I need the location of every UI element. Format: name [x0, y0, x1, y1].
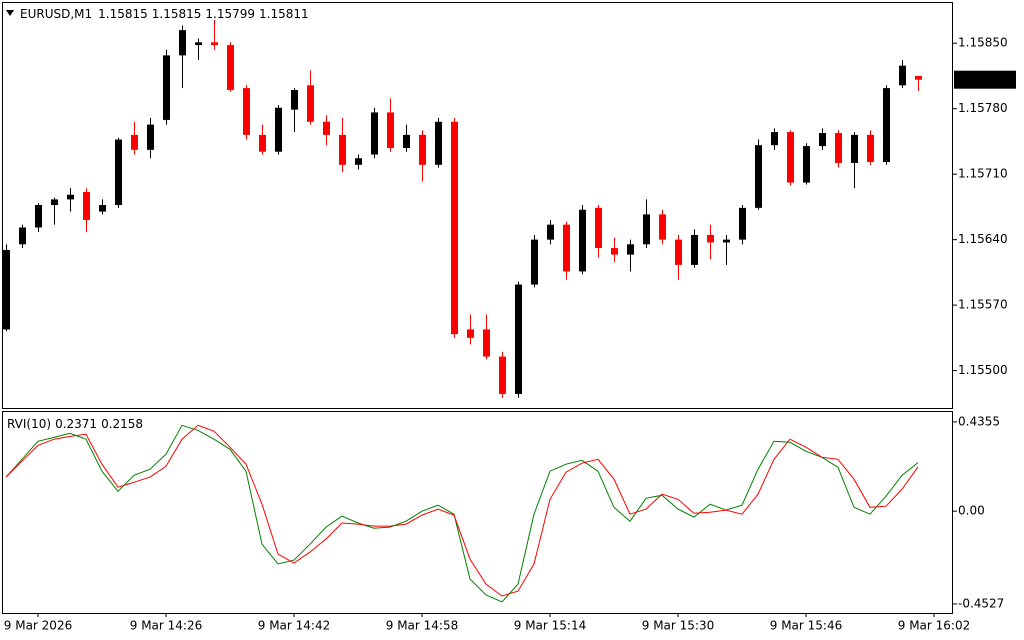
candle-body	[35, 205, 42, 228]
x-tick-label: 9 Mar 14:26	[130, 619, 203, 633]
rvi-line	[5, 424, 919, 597]
candle-body	[819, 133, 826, 147]
candle-body	[755, 145, 762, 208]
y-tick-label: -0.4527	[958, 596, 1004, 610]
candle-body	[579, 209, 586, 272]
candle-body	[563, 224, 570, 272]
x-tick-label: 9 Mar 15:30	[642, 619, 715, 633]
indicator-title: RVI(10)	[7, 417, 51, 431]
candle-body	[483, 329, 490, 357]
candle-body	[899, 65, 906, 86]
candle-body	[915, 75, 922, 80]
y-tick-label: 1.15500	[958, 363, 1008, 377]
candle-body	[691, 234, 698, 265]
y-tick-label: 1.15710	[958, 167, 1008, 181]
indicator-panel	[2, 411, 953, 614]
menu-triangle[interactable]	[6, 10, 14, 16]
candle-body	[723, 239, 730, 243]
candle-body	[531, 239, 538, 285]
rvi-main-value: 0.2371	[55, 417, 97, 431]
candle-body	[803, 146, 810, 183]
header-open: 1.15815	[98, 7, 148, 21]
symbol: EURUSD,M1	[20, 7, 92, 21]
candle-body	[547, 224, 554, 240]
y-tick-label: 1.15780	[958, 101, 1008, 115]
candle-body	[611, 248, 618, 255]
candle-body	[707, 234, 714, 243]
candle-body	[355, 158, 362, 165]
candle-body	[467, 329, 474, 338]
candle-body	[163, 55, 170, 120]
candle-body	[3, 249, 10, 330]
price-panel	[2, 2, 953, 409]
candle-body	[627, 244, 634, 255]
candle-body	[851, 134, 858, 163]
candle-body	[499, 356, 506, 394]
candle-body	[147, 124, 154, 150]
y-tick-label: 1.15640	[958, 232, 1008, 246]
symbol-header: EURUSD,M1 1.15815 1.15815 1.15799 1.15811	[20, 7, 309, 21]
y-tick-label: 0.4355	[958, 414, 1000, 428]
candle-body	[227, 45, 234, 90]
candle-body	[83, 191, 90, 220]
candle-body	[67, 194, 74, 200]
price-tag	[954, 70, 1016, 89]
candle-body	[307, 85, 314, 122]
candle-body	[835, 133, 842, 163]
x-tick-label: 9 Mar 15:46	[770, 619, 843, 633]
candle-body	[291, 89, 298, 110]
candle-body	[883, 88, 890, 163]
y-tick-label: 1.15570	[958, 298, 1008, 312]
y-tick-label: 1.15850	[958, 36, 1008, 50]
candle-body	[259, 134, 266, 152]
candle-body	[371, 112, 378, 155]
x-tick-label: 9 Mar 14:42	[258, 619, 331, 633]
candle-body	[195, 42, 202, 46]
candle-body	[435, 121, 442, 165]
candle-body	[275, 107, 282, 152]
header-low: 1.15799	[205, 7, 255, 21]
candle-body	[515, 284, 522, 394]
y-tick-label: 0.00	[958, 504, 985, 518]
x-tick-label: 9 Mar 16:02	[898, 619, 971, 633]
candle-body	[99, 205, 106, 212]
candle-body	[771, 132, 778, 146]
x-tick-label: 9 Mar 2026	[4, 619, 72, 633]
candle-body	[51, 199, 58, 206]
candle-body	[115, 139, 122, 206]
header-high: 1.15815	[152, 7, 202, 21]
candle-body	[323, 121, 330, 135]
candle-body	[131, 134, 138, 150]
candle-body	[403, 134, 410, 148]
candle-body	[387, 112, 394, 148]
indicator-header: RVI(10) 0.2371 0.2158	[7, 417, 143, 431]
candle-body	[243, 88, 250, 135]
candle-body	[339, 134, 346, 165]
candle-body	[787, 132, 794, 183]
rvi-signal-value: 0.2158	[101, 417, 143, 431]
rvi-line	[5, 424, 919, 603]
candle-body	[739, 207, 746, 240]
candle-body	[179, 30, 186, 56]
candle-body	[595, 207, 602, 249]
candle-body	[451, 121, 458, 335]
candle-body	[419, 134, 426, 165]
header-close: 1.15811	[259, 7, 309, 21]
candle-body	[643, 214, 650, 245]
candle-body	[867, 134, 874, 163]
candle-body	[675, 239, 682, 265]
price-tag-label: 1.15811	[958, 72, 1008, 86]
candle-body	[211, 42, 218, 46]
x-tick-label: 9 Mar 14:58	[386, 619, 459, 633]
candle-body	[19, 227, 26, 245]
candle-body	[659, 214, 666, 240]
x-tick-label: 9 Mar 15:14	[514, 619, 587, 633]
